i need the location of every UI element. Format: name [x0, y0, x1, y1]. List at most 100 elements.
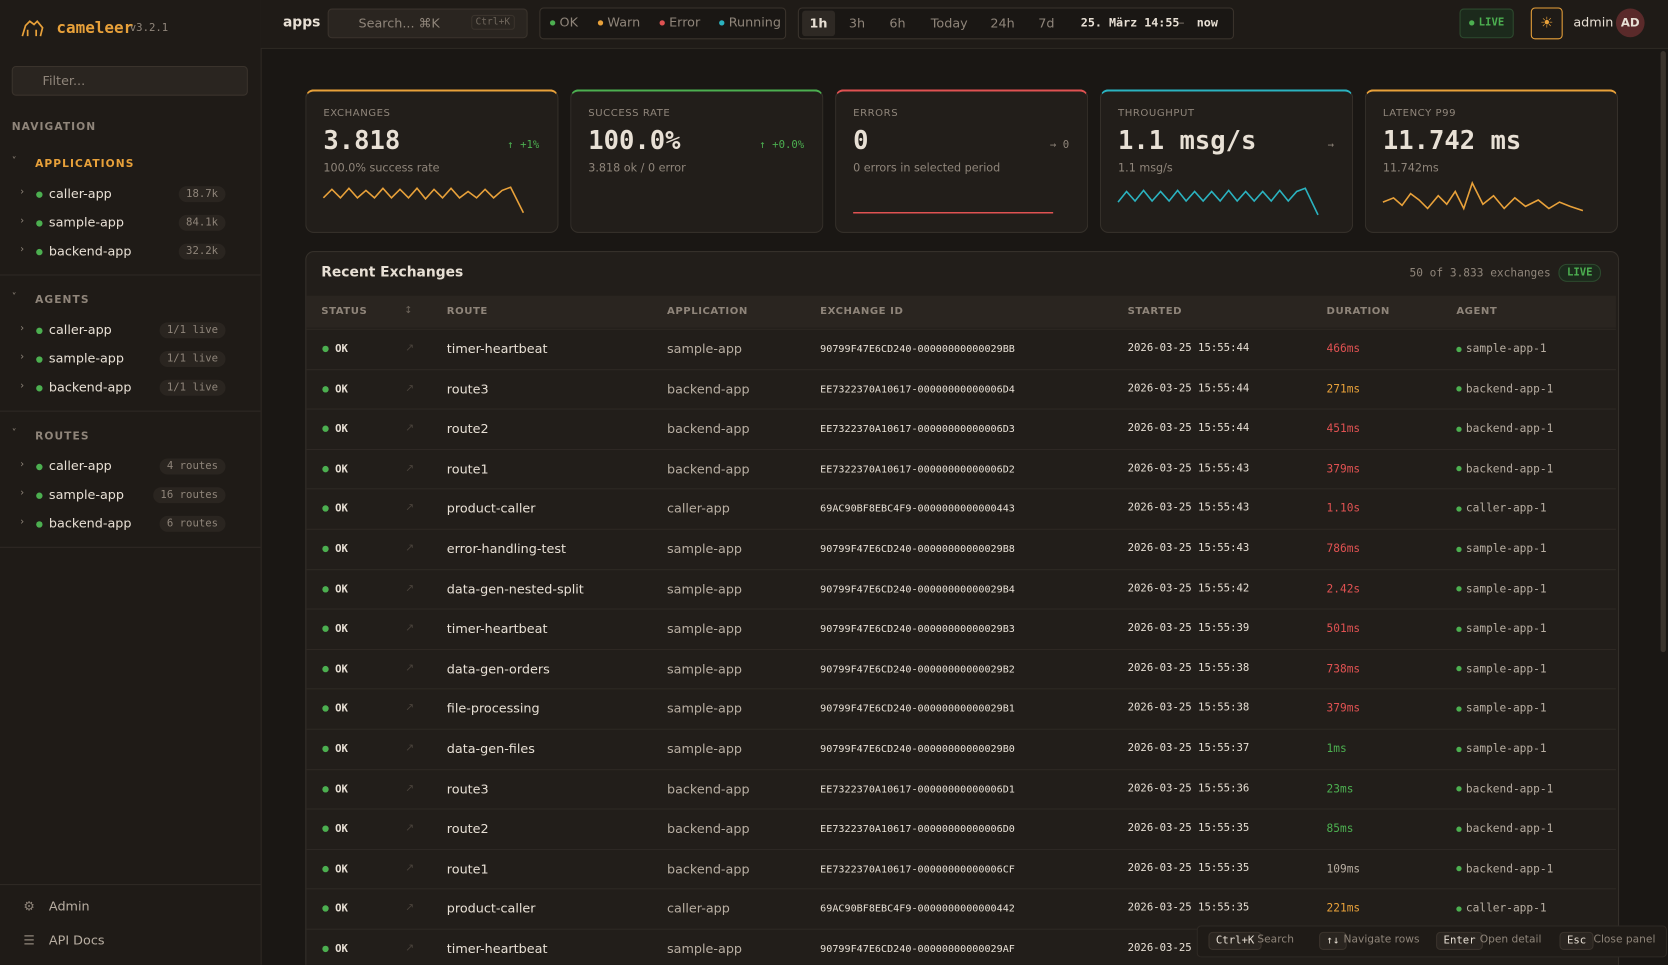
footer-link[interactable]: API Docs [48, 932, 105, 948]
column-header[interactable]: AGENT [1456, 305, 1498, 318]
application: sample-app [666, 541, 743, 557]
time-range[interactable]: 3h [848, 15, 866, 31]
row[interactable] [306, 928, 1616, 965]
agent: caller-app-1 [1456, 503, 1547, 515]
column-header[interactable]: STATUS [321, 305, 368, 318]
column-header[interactable]: EXCHANGE ID [820, 305, 904, 318]
duration: 109ms [1326, 862, 1361, 876]
time-range[interactable]: 6h [889, 15, 906, 31]
agent: sample-app-1 [1456, 743, 1547, 755]
shortcut-label: Navigate rows [1343, 933, 1420, 946]
theme-toggle[interactable]: ☀ [1530, 7, 1563, 40]
nav-badge: 18.7k [178, 186, 226, 203]
nav-item[interactable]: sample-app [36, 351, 124, 366]
exchange-id: EE7322370A10617-00000000000006D0 [820, 823, 1015, 836]
row[interactable] [306, 488, 1616, 529]
time-range[interactable]: 24h [990, 15, 1015, 31]
caret: › [20, 244, 25, 256]
application: backend-app [666, 821, 750, 837]
nav-item[interactable]: caller-app [36, 322, 112, 337]
row[interactable] [306, 608, 1616, 649]
search-box[interactable]: Search... ⌘K [327, 8, 528, 39]
nav-item[interactable]: caller-app [36, 458, 112, 473]
time-range[interactable]: Today [930, 15, 968, 31]
duration: 2.42s [1326, 582, 1361, 596]
column-header[interactable]: ROUTE [446, 305, 488, 318]
table-header-bg [306, 295, 1616, 328]
time-range[interactable]: 7d [1038, 15, 1055, 31]
expand-icon: ↗ [405, 742, 415, 755]
route: file-processing [446, 701, 540, 717]
agent: sample-app-1 [1456, 663, 1547, 675]
route: error-handling-test [446, 541, 566, 557]
shortcut-label: Close panel [1593, 933, 1656, 946]
status: OK [322, 344, 348, 355]
row[interactable] [306, 888, 1616, 929]
row[interactable] [306, 568, 1616, 609]
expand-icon: ↗ [405, 582, 415, 595]
status-filter[interactable]: Running [719, 15, 781, 30]
row[interactable] [306, 648, 1616, 689]
status: OK [322, 784, 348, 795]
started: 2026-03-25 15:55:36 [1127, 782, 1250, 795]
caret: ˅ [11, 428, 17, 440]
column-header[interactable]: DURATION [1326, 305, 1390, 318]
column-header[interactable]: APPLICATION [666, 305, 748, 318]
avatar[interactable]: AD [1615, 8, 1645, 38]
started: 2026-03-25 15:55:35 [1127, 862, 1250, 875]
exchange-id: 90799F47E6CD240-00000000000029B4 [820, 583, 1015, 596]
time-range[interactable]: 1h [802, 10, 835, 37]
section-title[interactable]: ROUTES [35, 430, 90, 443]
started: 2026-03-25 15:55:35 [1127, 822, 1250, 835]
nav-badge: 84.1k [178, 214, 226, 231]
row[interactable] [306, 528, 1616, 569]
kpi-card [835, 89, 1089, 233]
nav-item[interactable]: sample-app [36, 487, 124, 502]
started: 2026-03-25 15:55:43 [1127, 462, 1250, 475]
live-badge: LIVE [1558, 263, 1602, 282]
row[interactable] [306, 768, 1616, 809]
row[interactable] [306, 408, 1616, 449]
agent: backend-app-1 [1456, 383, 1553, 395]
status-filter[interactable]: Warn [597, 15, 640, 30]
exchange-id: 90799F47E6CD240-00000000000029B0 [820, 743, 1015, 756]
agent: sample-app-1 [1456, 703, 1547, 715]
route: timer-heartbeat [446, 341, 548, 357]
column-header[interactable]: STARTED [1127, 305, 1183, 318]
duration: 451ms [1326, 422, 1361, 436]
filter-input[interactable]: Filter... [11, 65, 248, 96]
expand-icon: ↗ [405, 462, 415, 475]
row[interactable] [306, 848, 1616, 889]
agent: sample-app-1 [1456, 623, 1547, 635]
status: OK [322, 464, 348, 475]
row[interactable] [306, 728, 1616, 769]
nav-item[interactable]: backend-app [36, 380, 132, 395]
status-filter[interactable]: OK [549, 15, 578, 30]
live-badge[interactable]: LIVE [1459, 8, 1514, 39]
kpi-value: 0 [853, 125, 869, 156]
caret: › [20, 323, 25, 335]
section-title[interactable]: AGENTS [35, 294, 90, 307]
footer-link[interactable]: Admin [48, 898, 90, 914]
caret: › [20, 516, 25, 528]
row[interactable] [306, 448, 1616, 489]
row[interactable] [306, 808, 1616, 849]
status: OK [322, 704, 348, 715]
nav-item[interactable]: caller-app [36, 186, 112, 201]
agent: backend-app-1 [1456, 783, 1553, 795]
status-filter[interactable]: Error [659, 15, 700, 30]
nav-item[interactable]: sample-app [36, 215, 124, 230]
row[interactable] [306, 688, 1616, 729]
row[interactable] [306, 368, 1616, 409]
kpi-value: 1.1 msg/s [1118, 125, 1257, 156]
route: timer-heartbeat [446, 941, 548, 957]
nav-item[interactable]: backend-app [36, 244, 132, 258]
kpi-sub: 3.818 ok / 0 error [588, 161, 686, 175]
duration: 1.10s [1326, 502, 1361, 516]
exchange-id: EE7322370A10617-00000000000006CF [820, 863, 1015, 876]
row[interactable] [306, 328, 1616, 369]
nav-item[interactable]: backend-app [36, 516, 132, 531]
section-title[interactable]: APPLICATIONS [35, 158, 135, 171]
kpi-value: 11.742 ms [1382, 125, 1522, 156]
kpi-card [305, 89, 559, 233]
